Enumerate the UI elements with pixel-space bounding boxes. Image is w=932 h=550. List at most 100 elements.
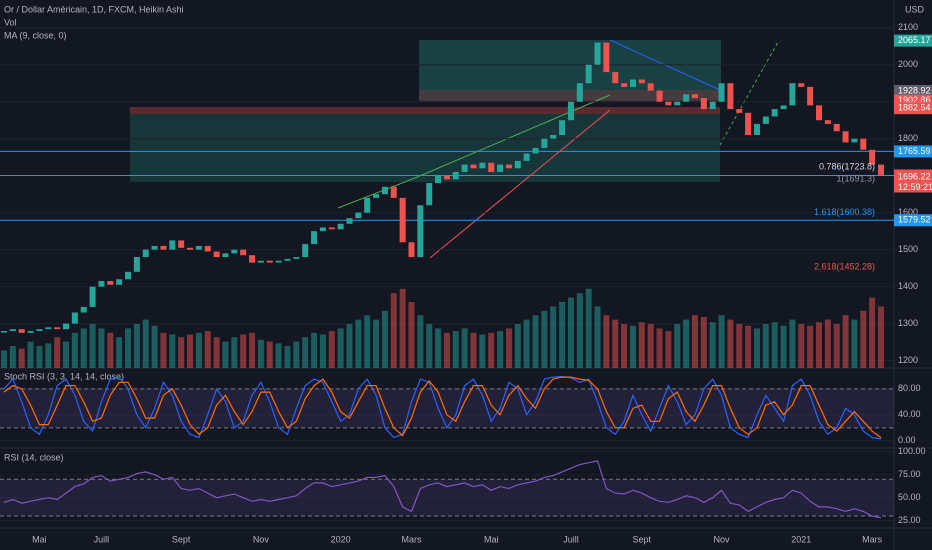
volume-bar [505,328,512,368]
volume-bar [727,319,734,368]
candle [27,331,34,333]
candle [842,131,849,143]
series-line [3,376,882,439]
volume-bar [541,310,548,368]
candle [603,42,610,73]
volume-bar [213,337,220,368]
volume-bar [497,331,504,368]
candle [815,105,822,121]
candle [1,331,7,333]
volume-bar [461,328,468,368]
volume-bar [116,337,123,368]
candle [213,251,220,258]
volume-bar [169,334,176,368]
volume-bar [142,319,149,368]
volume-bar [860,310,867,368]
candle [373,194,380,198]
candle [745,112,752,135]
candle [470,164,477,169]
volume-bar [638,322,645,368]
volume-bar [514,324,521,368]
volume-bar [337,328,344,368]
candle [656,90,663,102]
candle [452,171,459,180]
volume-bar [408,302,415,368]
volume-bar [98,328,105,368]
candle [824,120,831,124]
series-line [3,460,882,519]
volume-bar [532,315,539,368]
x-tick-label: Nov [714,534,731,544]
price-tag-label: 1882.54 [898,103,931,113]
volume-bar [753,328,760,368]
candle [585,64,592,84]
candle [505,164,512,169]
fib-label: 1.618(1600.38) [814,207,875,217]
volume-bar [488,332,495,368]
candle [780,105,787,110]
candle [532,147,539,154]
x-tick-label: Mars [862,534,882,544]
candle [311,231,318,245]
candle [647,83,654,91]
volume-bar [807,325,814,368]
candle [479,162,486,169]
volume-bar [266,341,273,368]
volume-bar [284,346,291,368]
candle [231,249,238,254]
price-tag [894,171,932,184]
candle [222,253,229,258]
volume-bar [700,316,707,368]
volume-bar [523,319,530,368]
volume-bar [222,341,229,368]
volume-bar [762,324,769,368]
candle [36,329,43,332]
candle [691,94,698,99]
currency: USD [905,4,925,14]
candle [417,205,424,258]
volume-bar [80,328,87,368]
x-tick-label: Nov [253,534,270,544]
candle [833,123,840,132]
y-tick-label: 0.00 [898,435,916,445]
candle [71,312,78,324]
price-tag [894,34,932,47]
candle [709,101,716,110]
candle [293,257,300,259]
volume-bar [293,341,300,368]
volume-bar [736,324,743,368]
volume-bar [187,334,194,368]
y-tick-label: 80.00 [898,383,921,393]
volume-bar [833,324,840,368]
price-tag [894,102,932,115]
y-tick-label: 2100 [898,22,918,32]
candle [559,120,566,135]
volume-bar [71,332,78,368]
volume-bar [133,324,140,368]
candle [550,134,557,139]
candle [18,329,25,333]
candle [594,42,601,65]
volume-bar [789,319,796,368]
volume-bar [373,319,380,368]
candle [107,281,114,285]
legend-item: Vol [4,17,17,27]
price-tag-label: 1579.52 [898,215,931,225]
x-tick-label: 2021 [791,534,811,544]
candle [187,247,194,250]
volume-bar [328,331,335,368]
candle [116,279,123,285]
candle [204,245,211,252]
candle [514,160,521,169]
candle [665,101,672,106]
volume-bar [798,324,805,368]
y-tick-label: 50.00 [898,492,921,502]
price-tag [894,85,932,98]
candle [133,257,140,272]
candle [612,72,619,84]
volume-bar [257,339,264,368]
candle [878,164,884,176]
fib-label: 2.618(1452.28) [814,262,875,272]
stop-zone [419,90,721,102]
volume-bar [1,350,7,368]
